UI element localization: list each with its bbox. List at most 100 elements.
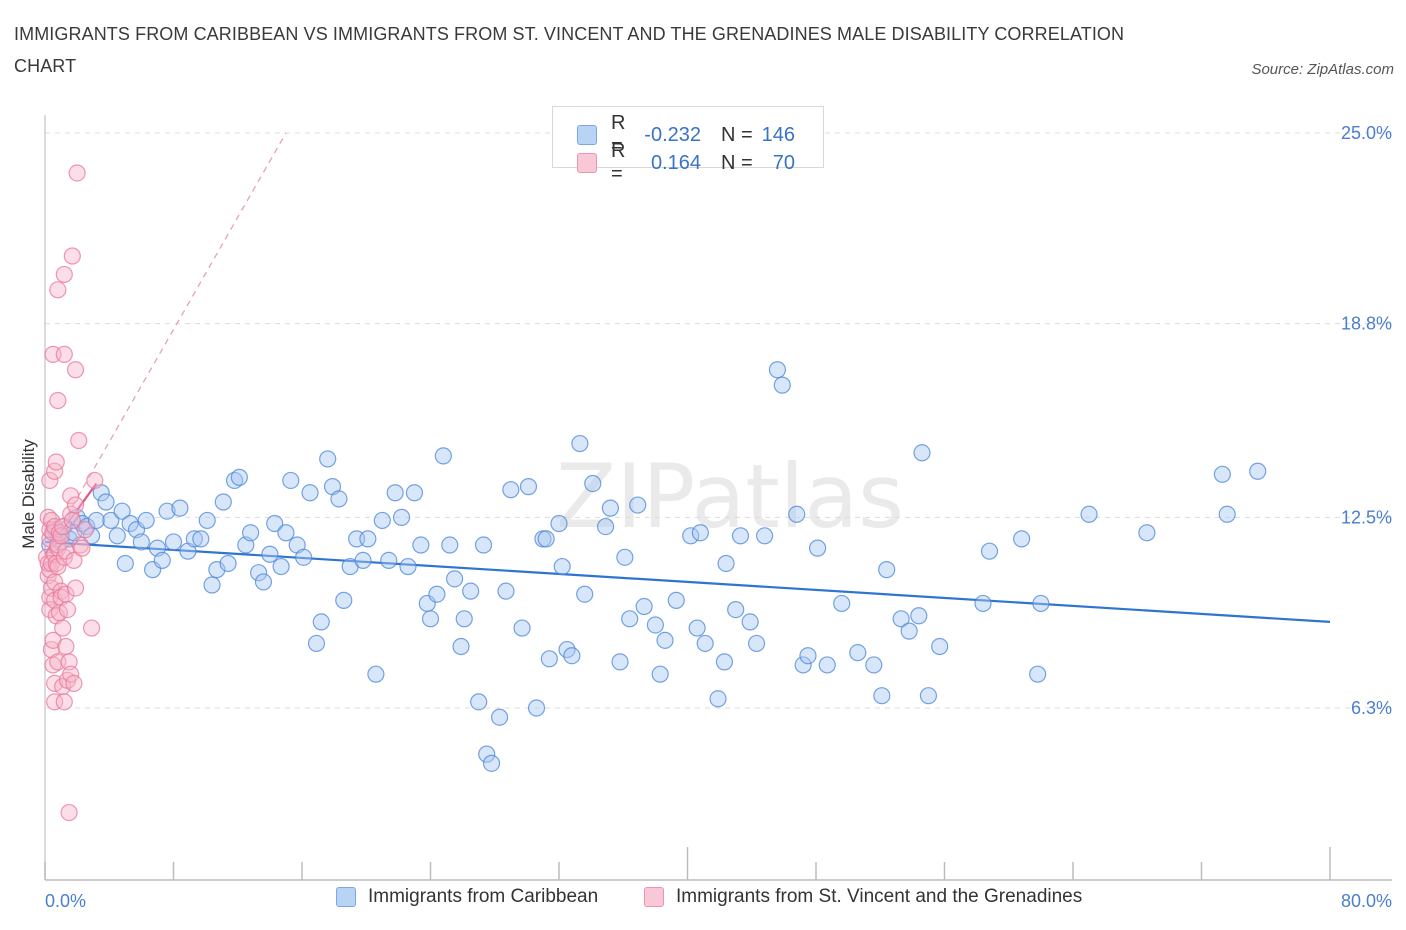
stvincent-point (82, 619, 101, 637)
stvincent-point (76, 521, 94, 539)
caribbean-point (158, 502, 176, 520)
stvincent-point (65, 551, 83, 570)
stats-legend: R = -0.232 N = 146 R = 0.164 N = 70 (552, 106, 824, 185)
chart-title: IMMIGRANTS FROM CARIBBEAN VS IMMIGRANTS … (14, 24, 1125, 76)
caribbean-trend-line (44, 540, 1331, 624)
caribbean-point (717, 554, 735, 573)
caribbean-point (380, 551, 398, 570)
stvincent-point (47, 453, 65, 471)
caribbean-point (261, 545, 279, 563)
stvincent-swatch (644, 887, 664, 907)
caribbean-point (1029, 665, 1047, 683)
caribbean-point (405, 484, 424, 502)
caribbean-point (164, 533, 183, 551)
caribbean-point (809, 539, 827, 557)
caribbean-point (667, 591, 685, 609)
stvincent-point (49, 281, 67, 299)
caribbean-point (629, 496, 647, 514)
caribbean-point (219, 554, 237, 573)
caribbean-point (214, 493, 232, 511)
caribbean-point (794, 656, 812, 674)
legend-item-caribbean[interactable]: Immigrants from Caribbean (336, 886, 598, 908)
caribbean-point (913, 444, 931, 462)
caribbean-point (87, 511, 106, 530)
caribbean-point (116, 554, 134, 573)
caribbean-point (277, 524, 295, 542)
stvincent-point (60, 653, 78, 671)
stvincent-point (41, 471, 59, 490)
caribbean-point (550, 514, 568, 533)
caribbean-point (373, 511, 391, 530)
caribbean-point (386, 484, 404, 502)
caribbean-point (519, 478, 538, 496)
caribbean-point (980, 542, 999, 560)
stvincent-point (73, 539, 91, 557)
caribbean-point (455, 610, 473, 628)
legend-label: Immigrants from St. Vincent and the Gren… (676, 886, 1083, 907)
caribbean-point (462, 582, 480, 600)
r-label: R = (611, 140, 626, 185)
caribbean-point (153, 551, 171, 570)
y-tick-labels: 6.3% 12.5% 18.8% 25.0% (1341, 123, 1392, 718)
caribbean-point (727, 601, 745, 619)
n-value: 146 (761, 123, 795, 146)
r-value: -0.232 (644, 123, 701, 146)
stvincent-point (55, 265, 73, 284)
caribbean-point (755, 527, 774, 545)
stats-row-stvincent: R = 0.164 N = 70 (577, 140, 795, 186)
caribbean-point (502, 481, 520, 499)
caribbean-point (537, 530, 555, 548)
caribbean-point (282, 471, 300, 490)
y-tick-label: 18.8% (1341, 314, 1392, 334)
caribbean-point (330, 490, 348, 508)
caribbean-point (563, 647, 581, 665)
stvincent-point (49, 391, 67, 410)
caribbean-point (230, 468, 248, 486)
stvincent-point (41, 601, 59, 619)
caribbean-point (1080, 505, 1098, 523)
caribbean-point (108, 527, 126, 545)
caribbean-point (301, 484, 319, 502)
caribbean-point (601, 499, 620, 517)
caribbean-point (919, 687, 938, 705)
y-tick-label: 25.0% (1341, 123, 1392, 143)
caribbean-point (682, 527, 700, 545)
caribbean-point (833, 594, 851, 613)
caribbean-point (445, 570, 464, 588)
caribbean-point (865, 656, 883, 674)
caribbean-point (490, 708, 509, 726)
caribbean-point (242, 524, 260, 542)
stvincent-point (66, 496, 85, 514)
r-value: 0.164 (650, 151, 701, 174)
n-value: 70 (772, 151, 795, 174)
caribbean-point (452, 637, 470, 656)
y-axis-label: Male Disability (19, 439, 38, 549)
caribbean-point (185, 530, 203, 548)
stvincent-point (70, 431, 88, 450)
caribbean-point (974, 594, 992, 613)
caribbean-point (359, 530, 377, 548)
legend-item-stvincent[interactable]: Immigrants from St. Vincent and the Gren… (644, 886, 1082, 908)
caribbean-point (497, 582, 515, 600)
caribbean-point (1218, 505, 1236, 523)
stvincent-point (52, 582, 70, 600)
stvincent-point (44, 656, 62, 674)
caribbean-point (295, 548, 313, 566)
caribbean-point (849, 644, 867, 662)
caribbean-point (1213, 465, 1231, 483)
caribbean-point (266, 514, 284, 533)
caribbean-point (225, 471, 244, 490)
caribbean-point (571, 434, 589, 453)
caribbean-point (709, 690, 727, 708)
caribbean-point (527, 699, 546, 717)
caribbean-point (611, 653, 629, 671)
stvincent-point (62, 505, 80, 523)
series-legend: Immigrants from Caribbean Immigrants fro… (0, 886, 1406, 918)
caribbean-point (773, 376, 791, 394)
caribbean-point (307, 634, 326, 653)
stvincent-point (57, 637, 75, 656)
caribbean-point (132, 533, 150, 551)
stvincent-point (65, 674, 83, 693)
caribbean-point (171, 499, 189, 517)
caribbean-point (82, 527, 101, 545)
